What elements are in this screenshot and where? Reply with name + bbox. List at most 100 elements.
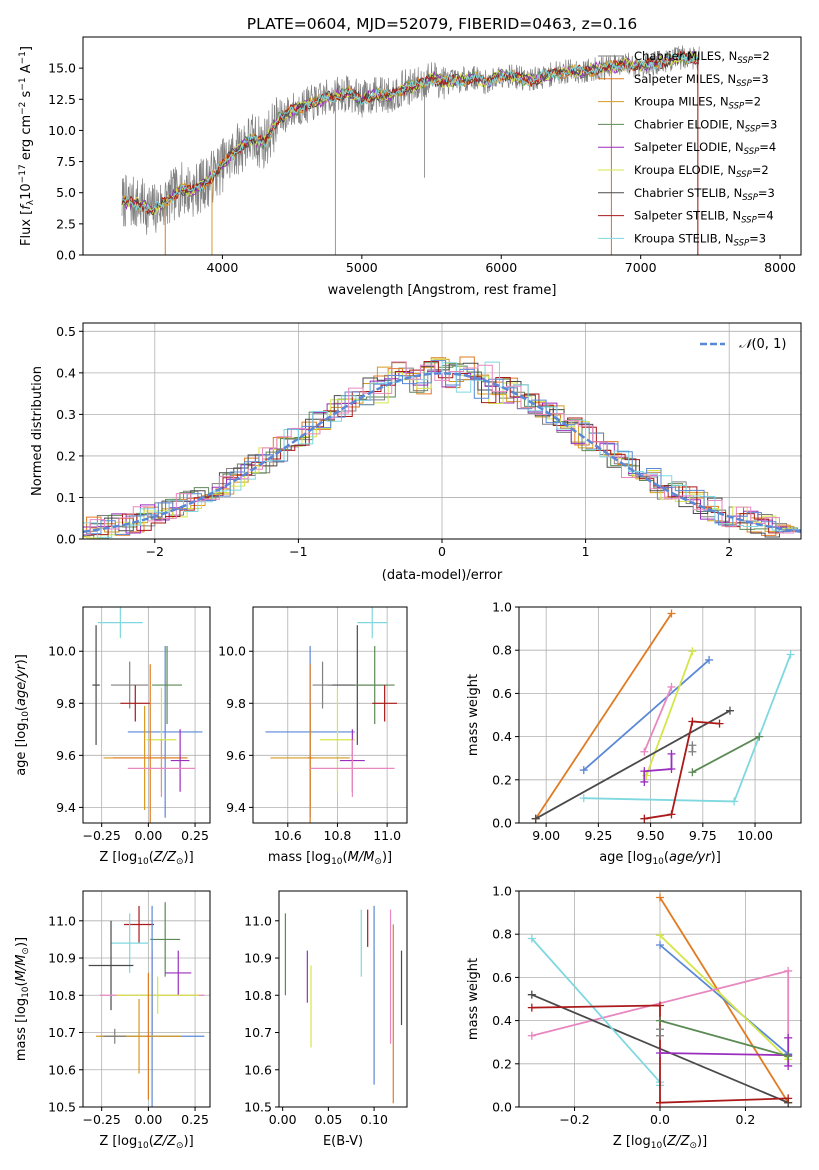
y-tick-label: 0.3 <box>56 407 76 422</box>
y-tick-label: 10.0 <box>48 123 76 138</box>
spectrum-ticks: 4000 5000 6000 7000 8000 0.0 2.5 5.0 7.5 10.0 12.5… <box>48 61 796 275</box>
spectrum-legend: Chabrier MILES, NSSP=2 Salpeter MILES, NS… <box>598 49 777 248</box>
weight-line <box>643 753 673 782</box>
x-axis-label: mass [log10(M/M⊙)] <box>268 850 392 867</box>
weight-marker <box>715 719 724 728</box>
x-tick-label: 6000 <box>485 260 517 275</box>
x-axis-label: Z [log10(Z/Z⊙)] <box>99 850 193 867</box>
y-tick-label: 9.8 <box>56 696 76 711</box>
weight-marker <box>755 732 764 741</box>
weight-line <box>535 709 731 820</box>
legend-entry-label: Kroupa ELODIE, NSSP=2 <box>634 163 769 180</box>
y-tick-label: 0.8 <box>492 643 512 658</box>
y-tick-label: 1.0 <box>492 600 512 615</box>
weight-marker <box>688 717 697 726</box>
y-axis-label: age [log10(age/yr)] <box>14 654 31 776</box>
x-tick-label: 11.0 <box>373 828 401 843</box>
y-tick-label: 11.0 <box>244 913 272 928</box>
y-tick-label: 2.5 <box>56 216 76 231</box>
plot-marks <box>284 905 403 1104</box>
weight-marker <box>640 747 649 756</box>
spectrum-xlabel: wavelength [Angstrom, rest frame] <box>328 283 557 298</box>
weight-line <box>659 944 789 1055</box>
x-tick-label: 7000 <box>625 260 657 275</box>
y-tick-label: 0.8 <box>492 927 512 942</box>
x-tick-label: 10.8 <box>324 828 352 843</box>
histogram-xlabel: (data-model)/error <box>382 568 503 583</box>
weight-marker <box>667 749 676 758</box>
weight-marker <box>527 1031 536 1040</box>
weight-marker <box>705 655 714 664</box>
y-tick-label: 5.0 <box>56 185 76 200</box>
spectrum-panel: PLATE=0604, MJD=52079, FIBERID=0463, z=0… <box>18 15 802 298</box>
weight-line <box>531 937 661 1086</box>
x-axis-label: age [log10(age/yr)] <box>599 850 721 867</box>
x-tick-label: −0.25 <box>83 1112 121 1127</box>
y-tick-label: 0.2 <box>492 772 512 787</box>
weight-marker <box>667 609 676 618</box>
weight-marker <box>667 682 676 691</box>
plot-marks <box>531 609 795 823</box>
weight-marker <box>784 1094 793 1103</box>
weight-line <box>659 1019 789 1058</box>
x-tick-label: 0.00 <box>134 828 162 843</box>
y-tick-label: 15.0 <box>48 61 76 76</box>
y-tick-label: 0.4 <box>492 729 512 744</box>
mass-vs-metallicity-panel: −0.25 0.00 0.25 10.5 10.6 10.7 10.8 10.9 11.0 Z [… <box>14 890 211 1151</box>
x-tick-label: 9.75 <box>689 828 717 843</box>
y-tick-label: 0.1 <box>56 490 76 505</box>
x-tick-label: −1 <box>289 544 307 559</box>
x-tick-label: 0.00 <box>269 1112 297 1127</box>
data-spectrum-line <box>121 45 700 235</box>
weight-marker <box>725 706 734 715</box>
y-tick-label: 10.7 <box>244 1025 272 1040</box>
x-tick-label: 10.00 <box>737 828 773 843</box>
axes-frame <box>518 606 802 824</box>
y-tick-label: 10.8 <box>244 988 272 1003</box>
weight-line <box>534 613 673 820</box>
y-tick-label: 0.6 <box>492 686 512 701</box>
y-tick-label: 10.8 <box>48 988 76 1003</box>
legend-entry-label: Salpeter MILES, NSSP=3 <box>634 72 769 89</box>
weight-line <box>659 934 789 1061</box>
weight-line <box>645 650 694 776</box>
x-tick-label: −0.25 <box>83 828 121 843</box>
weight-marker <box>784 966 793 975</box>
y-tick-label: 10.5 <box>48 1100 76 1115</box>
spectrum-lines <box>121 45 700 255</box>
plot-marks <box>92 607 203 823</box>
weight-marker <box>784 1052 793 1061</box>
weight-line <box>691 735 760 773</box>
y-tick-label: 12.5 <box>48 92 76 107</box>
y-tick-label: 0.5 <box>56 324 76 339</box>
x-tick-label: 0.2 <box>736 1112 756 1127</box>
y-axis-label: mass weight <box>466 674 481 756</box>
weight-marker <box>531 814 540 823</box>
histogram-ticks: −2 −1 0 1 2 0.0 0.1 0.2 0.3 0.4 0.5 <box>56 324 733 559</box>
x-tick-label: 10.6 <box>274 828 302 843</box>
residual-histogram-panel: −2 −1 0 1 2 0.0 0.1 0.2 0.3 0.4 0.5 (data-model)/e… <box>30 322 802 583</box>
age-vs-mass-panel: 10.6 10.8 11.0 9.4 9.6 9.8 10.0 mass [log10(M/M… <box>218 606 408 867</box>
weight-marker <box>784 1061 793 1070</box>
weight-marker <box>656 931 664 940</box>
y-tick-label: 0.0 <box>56 248 76 263</box>
y-tick-label: 9.6 <box>56 748 76 763</box>
y-tick-label: 10.6 <box>244 1062 272 1077</box>
weight-marker <box>527 1003 536 1012</box>
plot-marks <box>88 902 205 1107</box>
axes-frame <box>82 890 211 1108</box>
histogram-step-line <box>83 361 801 536</box>
weight-line <box>643 686 673 753</box>
weight-marker <box>688 768 697 777</box>
weight-marker <box>640 767 649 776</box>
weight-marker <box>640 777 649 786</box>
x-tick-label: 5000 <box>346 260 378 275</box>
weight-marker <box>688 647 697 656</box>
plot-marks <box>265 607 398 823</box>
x-tick-label: 0.05 <box>314 1112 342 1127</box>
y-tick-label: 0.2 <box>492 1056 512 1071</box>
x-axis-label: Z [log10(Z/Z⊙)] <box>613 1134 707 1151</box>
y-tick-label: 10.9 <box>48 951 76 966</box>
plot-marks <box>527 893 793 1107</box>
y-tick-label: 0.2 <box>56 448 76 463</box>
